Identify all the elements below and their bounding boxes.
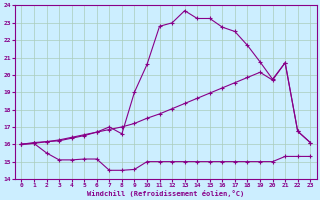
X-axis label: Windchill (Refroidissement éolien,°C): Windchill (Refroidissement éolien,°C) — [87, 190, 244, 197]
